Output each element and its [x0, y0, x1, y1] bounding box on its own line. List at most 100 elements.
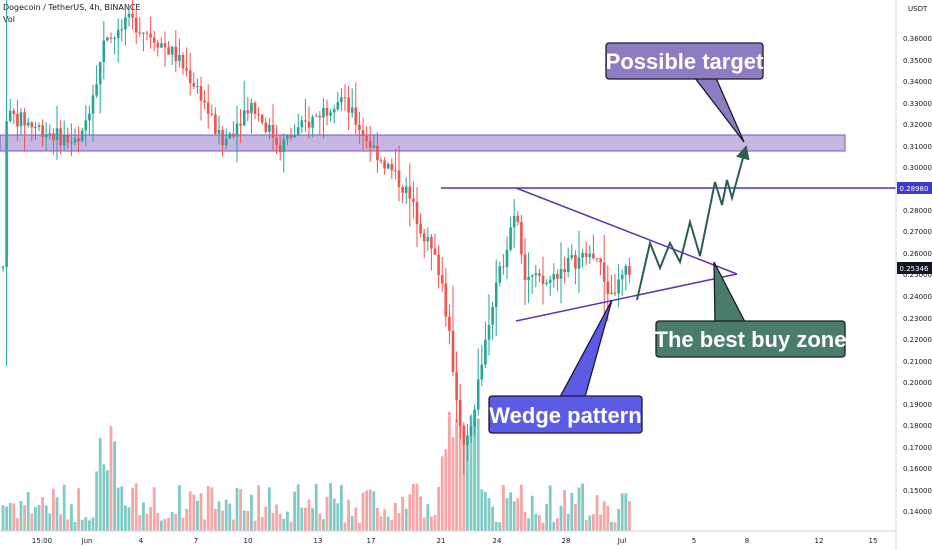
volume-bar	[559, 505, 563, 531]
candle	[44, 122, 48, 151]
volume-bar	[563, 490, 566, 531]
possible-target-label: Possible target	[606, 49, 764, 74]
candle	[376, 132, 379, 174]
volume-bar	[523, 512, 527, 531]
volume-bar	[383, 509, 386, 531]
candle	[242, 80, 246, 127]
candle	[131, 0, 134, 30]
volume-bar	[167, 517, 170, 531]
volume-bar	[264, 506, 268, 531]
candle	[408, 163, 412, 227]
volume-bar	[379, 516, 383, 531]
volume-bar	[426, 504, 430, 531]
candle	[491, 301, 494, 340]
candle	[286, 134, 289, 145]
candle	[95, 65, 98, 99]
candle	[383, 157, 386, 175]
volume-bar	[408, 494, 412, 531]
wedge-pattern-label: Wedge pattern	[489, 403, 641, 428]
candle	[322, 97, 325, 139]
candle	[329, 108, 332, 122]
candle	[520, 214, 523, 264]
candle	[480, 344, 484, 386]
price-tick-label: 0.30000	[903, 164, 932, 172]
volume-bar	[325, 496, 329, 531]
candle	[426, 227, 430, 251]
volume-bar	[311, 507, 314, 531]
price-tick-label: 0.28000	[903, 207, 932, 215]
volume-bar	[170, 511, 174, 531]
candle	[552, 263, 556, 288]
volume-bar	[498, 522, 502, 531]
volume-bar	[23, 505, 26, 531]
volume-bar	[16, 518, 19, 531]
volume-bar	[365, 490, 368, 531]
volume-bar	[88, 520, 91, 531]
candle	[37, 122, 41, 132]
candle	[30, 121, 34, 142]
candle	[358, 111, 361, 144]
volume-bar	[120, 486, 124, 531]
volume-bar	[386, 516, 390, 531]
candle	[545, 279, 548, 287]
candle	[278, 134, 282, 161]
candle	[314, 113, 318, 117]
volume-bar	[538, 515, 541, 531]
volume-bar	[102, 464, 106, 531]
candle	[548, 275, 552, 296]
volume-bar	[91, 517, 95, 531]
candle	[595, 258, 599, 263]
volume-bar	[552, 521, 556, 531]
volume-bar	[462, 424, 466, 531]
volume-bar	[185, 508, 188, 531]
candle	[318, 111, 322, 136]
volume-bar	[192, 494, 196, 531]
candle	[394, 148, 397, 180]
volume-bar	[278, 514, 282, 531]
volume-bar	[268, 487, 271, 531]
volume-bar	[361, 492, 365, 531]
candle	[106, 36, 109, 42]
volume-bar	[469, 415, 473, 531]
candle	[372, 134, 376, 149]
candle	[34, 121, 37, 141]
candle	[332, 104, 336, 124]
candle	[386, 162, 390, 170]
volume-bar	[221, 510, 224, 531]
time-tick-label: 4	[139, 537, 144, 545]
candle	[422, 228, 426, 259]
volume-bar	[329, 483, 332, 531]
candle	[73, 128, 77, 146]
volume-bar	[203, 519, 206, 531]
candle	[397, 145, 401, 202]
volume-bar	[350, 515, 354, 531]
volume-bar	[98, 438, 102, 531]
best-buy-zone-box	[655, 320, 846, 358]
projected-path	[636, 145, 750, 301]
candle	[325, 99, 329, 126]
wedge-lower-line	[515, 273, 738, 322]
volume-bar	[566, 513, 570, 531]
volume-bar	[556, 518, 559, 531]
candle	[588, 245, 592, 264]
volume-bar	[30, 513, 34, 531]
volume-bar	[473, 418, 476, 531]
volume-bar	[149, 507, 152, 531]
volume-bar	[412, 483, 415, 531]
volume-bar	[545, 503, 548, 531]
volume-bar	[293, 491, 296, 531]
volume-bar	[174, 513, 178, 531]
volume-bar	[595, 495, 599, 531]
volume-bar	[455, 418, 458, 531]
volume-bar	[246, 511, 250, 531]
volume-bar	[181, 517, 185, 531]
candle	[343, 84, 347, 112]
volume-bar	[534, 514, 538, 531]
price-tick-label: 0.23000	[903, 315, 932, 323]
candle	[228, 131, 232, 139]
volume-bar	[584, 520, 588, 531]
volume-bar	[160, 520, 163, 531]
price-tick-label: 0.35000	[903, 57, 932, 65]
volume-bar	[620, 493, 624, 531]
